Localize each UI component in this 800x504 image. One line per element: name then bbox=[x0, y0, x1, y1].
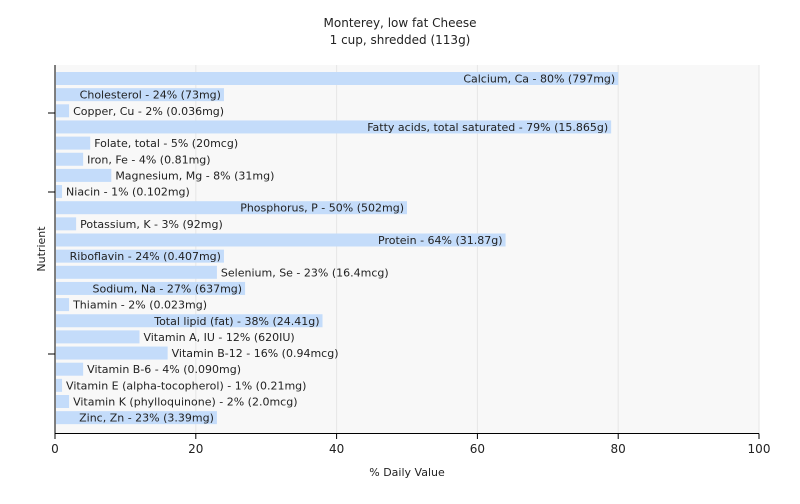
y-axis-label: Nutrient bbox=[35, 226, 48, 272]
bar-label-13: Sodium, Na - 27% (637mg) bbox=[92, 282, 242, 295]
bar-16 bbox=[56, 330, 140, 344]
bar-label-15: Total lipid (fat) - 38% (24.41g) bbox=[153, 315, 319, 328]
bar-5 bbox=[56, 152, 84, 166]
bar-13 bbox=[56, 281, 246, 295]
bar-12 bbox=[56, 265, 217, 279]
bar-label-7: Niacin - 1% (0.102mg) bbox=[66, 186, 190, 199]
bar-label-18: Vitamin B-6 - 4% (0.090mg) bbox=[87, 363, 241, 376]
bar-15 bbox=[56, 314, 323, 328]
bar-label-8: Phosphorus, P - 50% (502mg) bbox=[240, 202, 404, 215]
bar-label-14: Thiamin - 2% (0.023mg) bbox=[72, 299, 207, 312]
bar-19 bbox=[56, 378, 63, 392]
bar-label-2: Copper, Cu - 2% (0.036mg) bbox=[73, 105, 224, 118]
bar-7 bbox=[56, 185, 63, 199]
x-tick-label-80: 80 bbox=[611, 442, 626, 456]
bar-11 bbox=[56, 249, 224, 263]
bar-label-12: Selenium, Se - 23% (16.4mcg) bbox=[221, 266, 389, 279]
bar-label-19: Vitamin E (alpha-tocopherol) - 1% (0.21m… bbox=[66, 379, 306, 392]
x-tick-label-20: 20 bbox=[188, 442, 203, 456]
bar-label-3: Fatty acids, total saturated - 79% (15.8… bbox=[367, 121, 608, 134]
bar-14 bbox=[56, 298, 70, 312]
bar-9 bbox=[56, 217, 77, 231]
bar-1 bbox=[56, 88, 224, 102]
bar-label-1: Cholesterol - 24% (73mg) bbox=[80, 89, 221, 102]
bar-8 bbox=[56, 201, 407, 215]
bar-label-0: Calcium, Ca - 80% (797mg) bbox=[463, 73, 615, 86]
bar-0 bbox=[56, 72, 619, 85]
x-tick-label-0: 0 bbox=[51, 442, 59, 456]
bar-label-4: Folate, total - 5% (20mcg) bbox=[94, 137, 238, 150]
chart-subtitle: 1 cup, shredded (113g) bbox=[330, 33, 471, 47]
bars: Calcium, Ca - 80% (797mg) Cholesterol - 2… bbox=[56, 72, 619, 425]
bar-18 bbox=[56, 362, 84, 376]
bar-4 bbox=[56, 136, 91, 150]
bar-2 bbox=[56, 104, 70, 118]
bar-label-21: Zinc, Zn - 23% (3.39mg) bbox=[79, 412, 214, 425]
bar-label-11: Riboflavin - 24% (0.407mg) bbox=[70, 250, 221, 263]
bar-label-10: Protein - 64% (31.87g) bbox=[378, 234, 503, 247]
bar-label-20: Vitamin K (phylloquinone) - 2% (2.0mcg) bbox=[73, 396, 297, 409]
bar-20 bbox=[56, 395, 70, 408]
bar-label-17: Vitamin B-12 - 16% (0.94mcg) bbox=[172, 347, 339, 360]
bar-label-16: Vitamin A, IU - 12% (620IU) bbox=[143, 331, 294, 344]
x-tick-label-100: 100 bbox=[748, 442, 771, 456]
x-tick-label-60: 60 bbox=[470, 442, 485, 456]
axes: 0 20 40 60 80 100 bbox=[48, 65, 770, 456]
bar-10 bbox=[56, 233, 506, 247]
chart-title: Monterey, low fat Cheese bbox=[324, 16, 477, 30]
bar-17 bbox=[56, 346, 168, 360]
bar-21 bbox=[56, 411, 217, 425]
x-axis-label: % Daily Value bbox=[369, 466, 445, 479]
bar-6 bbox=[56, 168, 112, 182]
bar-3 bbox=[56, 120, 612, 134]
bar-label-5: Iron, Fe - 4% (0.81mg) bbox=[87, 153, 210, 166]
bar-label-9: Potassium, K - 3% (92mg) bbox=[80, 218, 223, 231]
bar-label-6: Magnesium, Mg - 8% (31mg) bbox=[115, 169, 274, 182]
x-tick-label-40: 40 bbox=[329, 442, 344, 456]
